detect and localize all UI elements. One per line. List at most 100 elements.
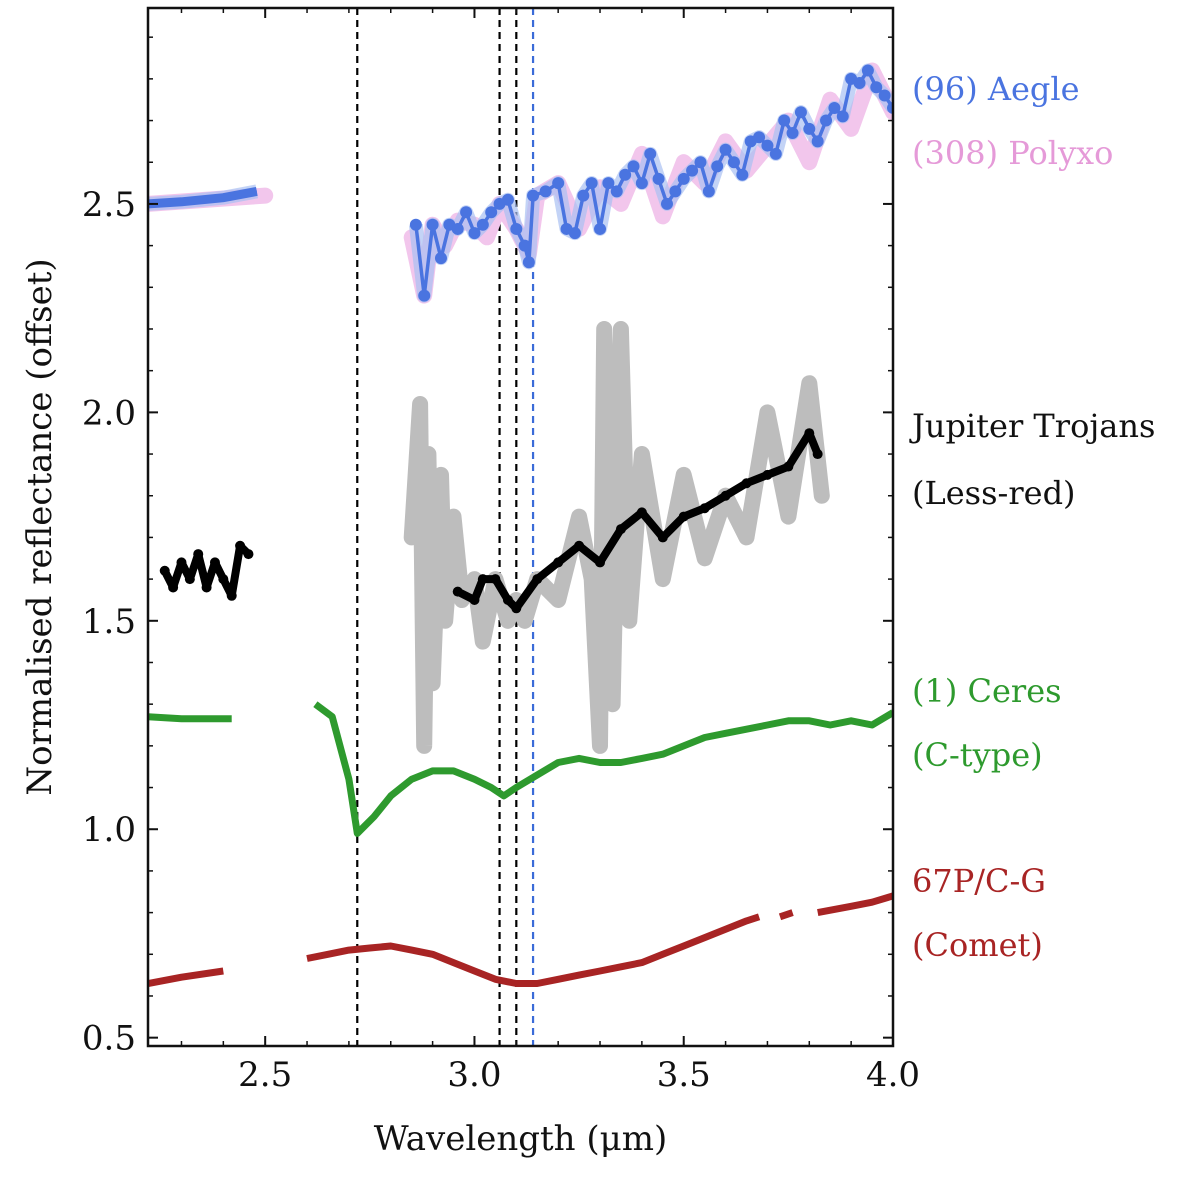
data-point: [720, 490, 731, 501]
data-point: [619, 168, 632, 181]
data-point: [652, 172, 665, 185]
data-point: [753, 131, 766, 144]
data-point: [627, 160, 640, 173]
series-line: [778, 909, 794, 921]
data-point: [532, 574, 543, 585]
y-tick-label: 0.5: [82, 1019, 136, 1059]
legend-entry: (1) Ceres: [912, 672, 1062, 710]
data-point: [878, 89, 891, 102]
data-point: [635, 177, 648, 190]
legend-entry: (Less-red): [912, 474, 1076, 512]
data-point: [657, 532, 668, 543]
data-point: [585, 177, 598, 190]
x-tick-label: 3.5: [657, 1055, 711, 1095]
legend-entry: (Comet): [912, 926, 1043, 964]
data-point: [235, 540, 246, 551]
data-point: [861, 64, 874, 77]
data-point: [434, 252, 447, 265]
data-point: [804, 428, 815, 439]
data-point: [615, 524, 626, 535]
series-group: [148, 62, 893, 987]
data-point: [502, 594, 513, 605]
data-point: [610, 185, 623, 198]
series-line: [817, 892, 893, 917]
data-point: [736, 168, 749, 181]
data-point: [218, 574, 229, 585]
legend-entry: Jupiter Trojans: [909, 407, 1155, 445]
data-point: [477, 574, 488, 585]
data-point: [452, 586, 463, 597]
data-point: [501, 193, 514, 206]
data-point: [595, 557, 606, 568]
series-line: [148, 713, 232, 723]
data-point: [209, 557, 220, 568]
data-point: [812, 449, 823, 460]
y-tick-label: 1.5: [82, 602, 136, 642]
y-tick-label: 2.5: [82, 185, 136, 225]
data-point: [418, 289, 431, 302]
legend: (96) Aegle (308) Polyxo Jupiter Trojans (Le…: [909, 70, 1155, 964]
data-point: [485, 206, 498, 219]
series-band: [403, 62, 893, 304]
data-point: [853, 77, 866, 90]
data-point: [677, 172, 690, 185]
data-point: [678, 511, 689, 522]
series--96-aegle: [148, 63, 893, 303]
data-point: [602, 177, 615, 190]
data-point: [176, 557, 187, 568]
data-point: [761, 139, 774, 152]
data-point: [702, 185, 715, 198]
data-point: [468, 227, 481, 240]
data-point: [811, 135, 824, 148]
data-point: [783, 461, 794, 472]
data-point: [741, 478, 752, 489]
data-point: [552, 177, 565, 190]
series-line: [148, 967, 224, 987]
legend-entry: (96) Aegle: [912, 70, 1080, 108]
data-point: [226, 590, 237, 601]
y-axis-title: Normalised reflectance (offset): [20, 258, 60, 795]
data-point: [460, 206, 473, 219]
legend-entry: (C-type): [912, 736, 1043, 774]
data-point: [836, 110, 849, 123]
data-point: [820, 114, 833, 127]
data-point: [762, 469, 773, 480]
data-point: [870, 81, 883, 94]
series--308-polyxo: [148, 62, 893, 304]
series-line-thick: [148, 186, 258, 209]
data-point: [669, 185, 682, 198]
data-point: [539, 185, 552, 198]
data-point: [522, 256, 535, 269]
data-point: [719, 143, 732, 156]
x-tick-label: 4.0: [866, 1055, 920, 1095]
data-point: [476, 218, 489, 231]
data-point: [786, 127, 799, 140]
x-tick-label: 3.0: [447, 1055, 501, 1095]
legend-entry: 67P/C-G: [912, 862, 1046, 900]
data-point: [426, 218, 439, 231]
data-point: [159, 565, 170, 576]
series-line: [306, 913, 761, 987]
data-point: [803, 122, 816, 135]
series--1-ceres-c-type-: [148, 701, 893, 837]
y-tick-label: 1.0: [82, 810, 136, 850]
data-point: [553, 557, 564, 568]
data-point: [699, 503, 710, 514]
data-point: [451, 222, 464, 235]
data-point: [577, 189, 590, 202]
data-point: [711, 160, 724, 173]
data-point: [490, 574, 501, 585]
data-point: [511, 603, 522, 614]
data-point: [636, 507, 647, 518]
legend-entry: (308) Polyxo: [912, 134, 1113, 172]
data-point: [527, 189, 540, 202]
data-point: [887, 102, 893, 115]
data-point: [201, 582, 212, 593]
data-point: [778, 114, 791, 127]
series-line: [313, 701, 893, 837]
data-point: [727, 156, 740, 169]
axis-ticks: 2.5 3.0 3.5 4.0 0.5 1.0 1.5 2.0 2.5: [82, 8, 920, 1095]
reference-lines: [356, 8, 535, 1046]
series-jupiter-trojans-less-red-: [159, 428, 823, 614]
